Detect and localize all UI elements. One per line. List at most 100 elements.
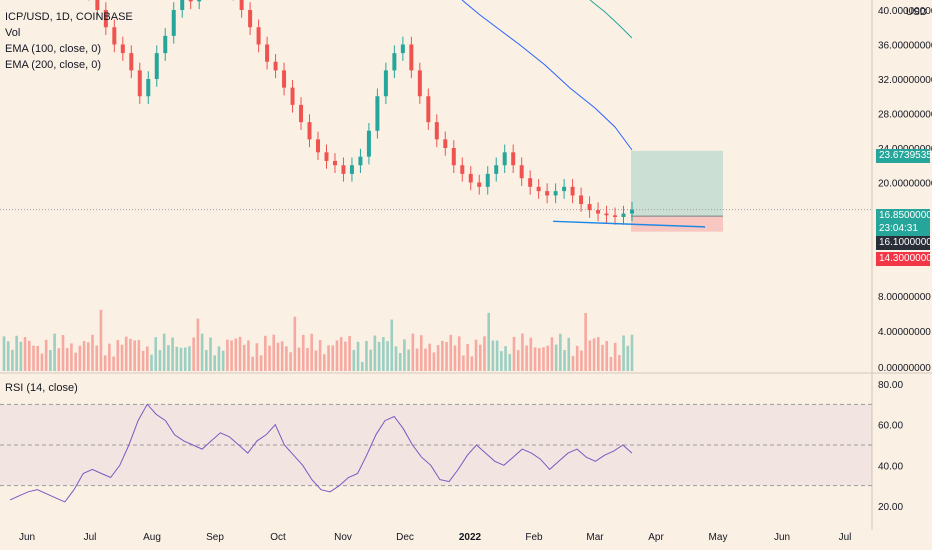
volume-bar-124 [525,345,528,371]
volume-bar-110 [466,344,469,371]
volume-bar-6 [27,340,31,371]
volume-bar-48 [205,350,208,371]
candle-body-47 [400,44,405,54]
candle-body-12 [103,10,108,28]
volume-bar-133 [563,350,566,371]
candle-body-50 [426,96,431,123]
volume-bar-14 [61,335,65,371]
volume-bar-28 [120,344,124,371]
volume-bar-90 [382,337,385,371]
candle-body-73 [621,213,626,217]
candle-body-54 [460,165,465,174]
candle-body-28 [239,0,244,10]
volume-bar-76 [323,354,326,371]
candle-body-58 [494,165,499,174]
candle-body-22 [188,0,193,2]
candle-body-20 [171,10,176,36]
candle-body-21 [180,0,185,10]
symbol-title: ICP/USD, 1D, COINBASE [5,11,133,23]
volume-bar-74 [314,350,318,371]
ema100-legend: EMA (100, close, 0) [5,43,101,55]
chart-legend: ICP/USD, 1D, COINBASE Vol EMA (100, clos… [5,9,133,73]
x-label-3: Sep [206,532,224,543]
candle-body-29 [248,10,253,28]
volume-bar-52 [221,350,225,371]
volume-bar-58 [247,340,250,371]
volume-tick-2: 0.00000000 [878,363,931,374]
volume-bar-106 [449,334,453,371]
volume-bar-7 [32,345,35,371]
x-label-2: Aug [143,532,161,543]
candle-body-64 [545,191,550,196]
candle-body-17 [146,79,151,97]
candle-body-53 [451,148,456,166]
volume-bar-91 [386,341,389,371]
candle-body-31 [265,44,270,62]
volume-bar-95 [403,339,406,371]
volume-bar-141 [596,337,600,371]
volume-bar-64 [272,334,276,371]
candle-body-35 [299,104,304,123]
volume-bar-62 [264,335,267,371]
volume-bar-149 [630,334,634,371]
rsi-tick-2: 40.00 [878,461,903,472]
last-price-tag: 16.85000000 [876,209,932,223]
volume-bar-94 [398,352,402,371]
candle-body-59 [502,152,507,166]
volume-bar-111 [470,356,474,371]
volume-bar-132 [559,333,562,371]
volume-bar-81 [344,341,347,371]
candle-body-48 [409,44,414,71]
x-label-9: Mar [586,532,604,543]
candle-body-14 [120,44,125,54]
volume-bar-75 [318,340,322,371]
volume-bar-121 [512,336,516,371]
volume-bar-122 [516,350,520,371]
volume-bar-99 [419,335,423,371]
volume-bar-45 [192,337,195,371]
volume-bar-107 [453,345,457,371]
volume-bar-112 [474,339,478,371]
volume-bar-98 [415,348,419,371]
volume-bar-104 [441,340,444,371]
candle-body-66 [562,186,567,192]
currency-label: USD [905,7,927,18]
volume-bar-145 [613,342,617,371]
volume-bar-118 [500,351,503,371]
rsi-legend: RSI (14, close) [5,382,78,394]
volume-bar-39 [167,345,170,371]
volume-bar-131 [554,344,558,371]
volume-bar-60 [255,343,259,371]
price-tick-3: 28.00000000 [878,110,932,121]
volume-bar-19 [82,341,86,371]
volume-bar-11 [49,350,52,371]
candle-body-18 [154,53,159,79]
volume-bar-41 [175,346,179,371]
candle-body-56 [477,182,482,187]
volume-bar-17 [74,352,77,371]
candle-body-38 [324,152,329,161]
volume-bar-27 [116,340,120,371]
volume-bar-113 [478,344,482,371]
volume-bar-38 [162,333,166,371]
volume-bar-139 [588,340,592,371]
volume-bar-47 [200,333,204,371]
volume-bar-140 [592,338,596,371]
volume-bar-56 [238,336,242,371]
volume-bar-128 [542,347,545,371]
volume-bar-73 [310,333,313,371]
loss-zone [631,216,723,232]
volume-bar-119 [504,346,507,371]
rsi-tick-1: 60.00 [878,421,903,432]
volume-bar-146 [618,355,621,371]
volume-bar-96 [407,349,410,371]
support-trendline [552,220,706,228]
volume-bar-82 [348,336,351,371]
candle-body-15 [129,53,134,71]
candle-body-74 [630,209,634,214]
volume-bar-80 [339,337,343,371]
volume-bar-68 [289,352,292,371]
volume-bar-30 [129,338,132,371]
volume-bar-120 [508,354,512,371]
